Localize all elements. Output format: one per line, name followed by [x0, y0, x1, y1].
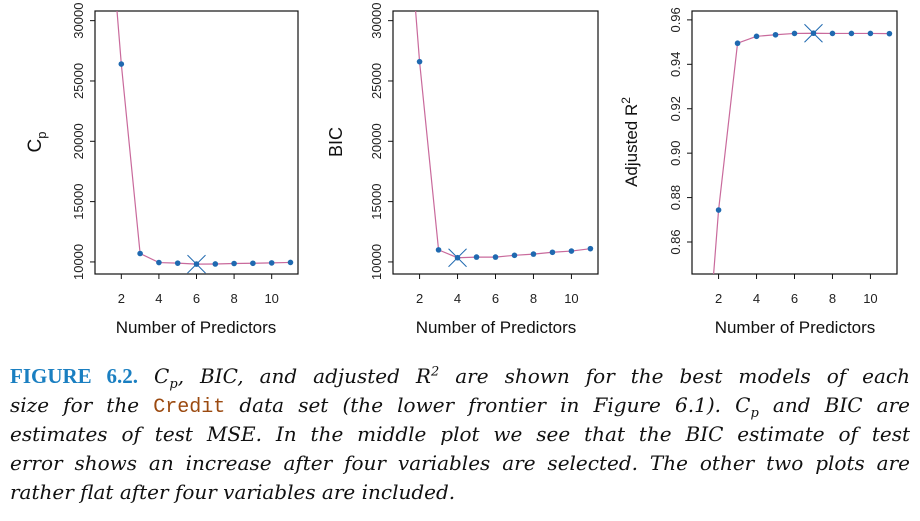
data-point [753, 33, 760, 40]
optimum-marker [804, 23, 823, 43]
data-point [416, 58, 423, 65]
y-tick-label: 30000 [71, 3, 86, 39]
y-axis-title: Adjusted R2 [619, 97, 641, 187]
data-point [212, 261, 219, 267]
adjusted-r2-panel: Adjusted R2 Number of Predictors 2 4 6 8 10 0… [619, 7, 898, 337]
data-point [791, 30, 798, 37]
caption-line: size for the Credit data set (the lower … [10, 391, 910, 420]
y-tick-label: 15000 [369, 184, 384, 220]
data-point [568, 248, 575, 254]
data-point [287, 259, 294, 266]
caption-line: error shows an increase after four varia… [10, 451, 910, 475]
data-point [867, 30, 874, 37]
x-tick-label: 10 [564, 291, 578, 306]
data-point [137, 250, 143, 257]
optimum-marker [448, 248, 467, 268]
caption-line: estimates of test MSE. In the middle plo… [10, 422, 910, 446]
data-point [156, 259, 162, 266]
caption-superscript: 2 [430, 364, 440, 380]
data-point [118, 61, 125, 67]
data-point [886, 30, 893, 37]
y-tick-label: 25000 [71, 63, 86, 99]
figure-label: FIGURE 6.2. [10, 364, 139, 388]
x-tick-label: 8 [530, 291, 537, 306]
y-tick-label: 0.88 [668, 185, 683, 210]
marker-stroke [187, 254, 206, 274]
caption-line: rather flat after four variables are inc… [10, 480, 456, 504]
y-axis-title: Cp [25, 132, 49, 153]
y-tick-label: 10000 [71, 244, 86, 280]
caption-subscript: p [750, 406, 759, 421]
cp-panel: Cp Number of Predictors 2 4 6 8 10 10000 15000… [25, 3, 299, 337]
dataset-name: Credit [153, 396, 226, 419]
caption-text: C [138, 364, 170, 388]
data-point [587, 245, 594, 252]
data-point [848, 30, 855, 37]
marker-stroke [804, 23, 823, 43]
x-tick-label: 10 [863, 291, 877, 306]
data-point [473, 254, 480, 260]
marker-stroke [448, 248, 467, 268]
y-tick-label: 0.94 [668, 52, 683, 77]
caption-text: size for the [10, 393, 154, 417]
x-axis-title: Number of Predictors [116, 318, 277, 337]
plot-frame [392, 10, 599, 275]
data-point [492, 254, 499, 260]
x-axis-title: Number of Predictors [416, 318, 577, 337]
plot-frame [691, 10, 898, 275]
x-tick-label: 6 [791, 291, 798, 306]
data-point [715, 207, 722, 213]
y-tick-label: 0.86 [668, 229, 683, 254]
y-tick-label: 0.90 [668, 141, 683, 166]
y-tick-label: 15000 [71, 184, 86, 220]
optimum-marker [187, 254, 206, 274]
y-tick-label: 20000 [369, 123, 384, 159]
data-point [772, 31, 779, 38]
x-tick-label: 6 [492, 291, 499, 306]
x-tick-label: 8 [829, 291, 836, 306]
figure-caption: FIGURE 6.2. Cp, BIC, and adjusted R2 are… [10, 362, 910, 507]
plot-frame [94, 10, 299, 275]
data-point [511, 252, 518, 259]
series-line [415, 11, 591, 259]
y-tick-label: 10000 [369, 244, 384, 280]
data-point [268, 260, 275, 266]
y-tick-label: 30000 [369, 3, 384, 39]
x-tick-label: 4 [454, 291, 461, 306]
x-tick-label: 8 [230, 291, 237, 306]
data-point [829, 30, 836, 37]
y-tick-label: 0.92 [668, 96, 683, 121]
caption-line: FIGURE 6.2. Cp, BIC, and adjusted R2 are… [10, 362, 910, 391]
bic-panel: BIC Number of Predictors 2 4 6 8 10 10000 1500… [326, 3, 599, 337]
x-tick-label: 4 [155, 291, 162, 306]
data-point [530, 251, 537, 257]
data-point [549, 249, 556, 256]
caption-text: are shown for the best models of each [439, 364, 910, 388]
data-point [734, 40, 741, 47]
data-point [250, 260, 256, 267]
caption-text: , BIC, and adjusted R [177, 364, 431, 388]
x-tick-label: 6 [193, 291, 200, 306]
caption-text: and BIC are [758, 393, 911, 417]
x-tick-label: 4 [753, 291, 760, 306]
y-tick-label: 0.96 [668, 7, 683, 32]
caption-text: data set (the lower frontier in Figure 6… [225, 393, 751, 417]
data-point [231, 260, 237, 267]
data-point [174, 260, 181, 266]
x-tick-label: 10 [264, 291, 278, 306]
y-axis-title: BIC [326, 127, 346, 157]
x-tick-label: 2 [715, 291, 722, 306]
y-tick-label: 20000 [71, 123, 86, 159]
caption-subscript: p [169, 377, 178, 392]
x-axis-title: Number of Predictors [715, 318, 876, 337]
series-line [116, 11, 291, 265]
x-tick-label: 2 [118, 291, 125, 306]
data-point [435, 247, 442, 253]
y-tick-label: 25000 [369, 63, 384, 99]
x-tick-label: 2 [416, 291, 423, 306]
